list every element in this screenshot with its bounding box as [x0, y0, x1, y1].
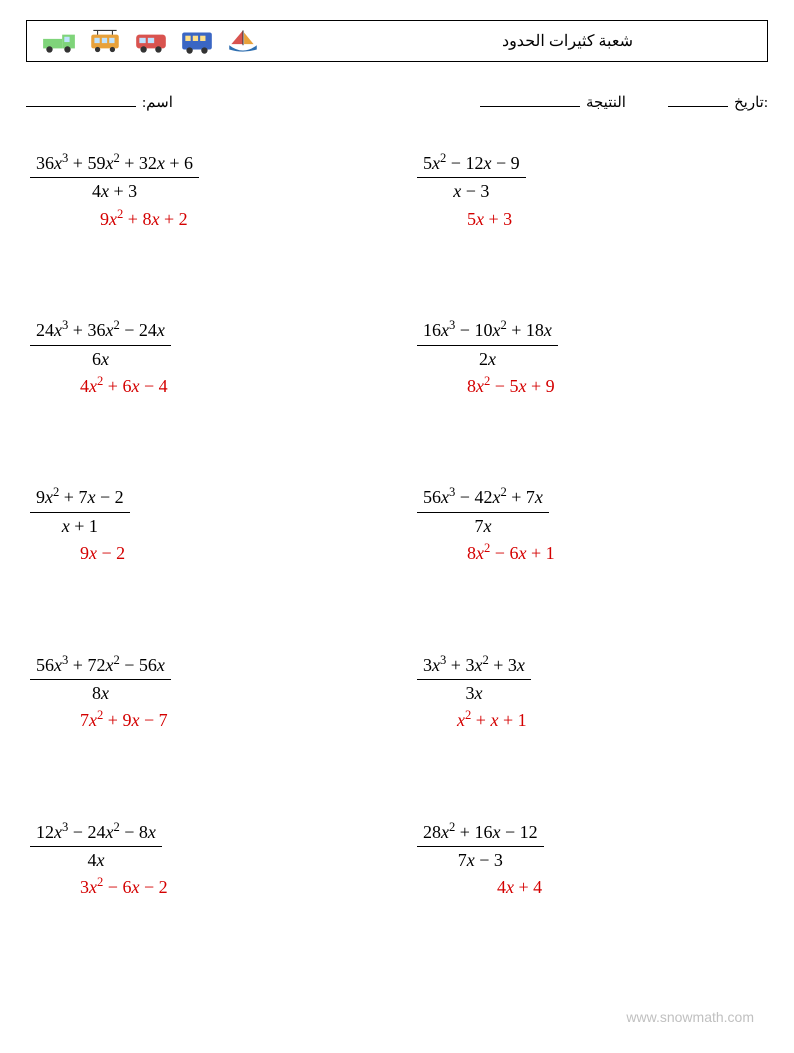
denominator: 4x	[30, 847, 162, 872]
problems-grid: 36x3 + 59x2 + 32x + 64x + 3 9x2 + 8x + 2 5…	[26, 152, 768, 900]
problem: 3x3 + 3x2 + 3x3x x2 + x + 1	[417, 654, 764, 733]
problem: 5x2 − 12x − 9x − 3 5x + 3	[417, 152, 764, 231]
fraction: 24x3 + 36x2 − 24x6x	[30, 319, 171, 371]
denominator: 3x	[417, 680, 531, 705]
fraction: 36x3 + 59x2 + 32x + 64x + 3	[30, 152, 199, 204]
fraction: 16x3 − 10x2 + 18x2x	[417, 319, 558, 371]
denominator: 7x − 3	[417, 847, 544, 872]
worksheet-page: شعبة كثيرات الحدود :تاريخ النتيجة اسم: 3…	[0, 0, 794, 1053]
problem: 12x3 − 24x2 − 8x4x 3x2 − 6x − 2	[30, 821, 377, 900]
bus-icon	[179, 28, 215, 54]
numerator: 12x3 − 24x2 − 8x	[30, 821, 162, 847]
denominator: x + 1	[30, 513, 130, 538]
numerator: 28x2 + 16x − 12	[417, 821, 544, 847]
answer: 8x2 − 5x + 9	[417, 375, 764, 398]
name-label: اسم:	[142, 93, 173, 112]
answer: 7x2 + 9x − 7	[30, 709, 377, 732]
answer: 9x2 + 8x + 2	[30, 208, 377, 231]
numerator: 9x2 + 7x − 2	[30, 486, 130, 512]
problem: 28x2 + 16x − 127x − 3 4x + 4	[417, 821, 764, 900]
sailboat-icon	[225, 28, 261, 54]
info-name: اسم:	[26, 92, 173, 112]
denominator: 8x	[30, 680, 171, 705]
score-blank	[480, 92, 580, 107]
answer: 4x + 4	[417, 876, 764, 899]
numerator: 56x3 − 42x2 + 7x	[417, 486, 549, 512]
denominator: x − 3	[417, 178, 526, 203]
problem: 36x3 + 59x2 + 32x + 64x + 3 9x2 + 8x + 2	[30, 152, 377, 231]
answer: 9x − 2	[30, 542, 377, 565]
van-icon	[133, 28, 169, 54]
info-row: :تاريخ النتيجة اسم:	[26, 92, 768, 112]
answer: 8x2 − 6x + 1	[417, 542, 764, 565]
date-blank	[668, 92, 728, 107]
problem: 56x3 − 42x2 + 7x7x 8x2 − 6x + 1	[417, 486, 764, 565]
numerator: 36x3 + 59x2 + 32x + 6	[30, 152, 199, 178]
numerator: 3x3 + 3x2 + 3x	[417, 654, 531, 680]
info-date-score: :تاريخ النتيجة	[480, 92, 768, 112]
score-label: النتيجة	[586, 93, 626, 112]
fraction: 3x3 + 3x2 + 3x3x	[417, 654, 531, 706]
numerator: 16x3 − 10x2 + 18x	[417, 319, 558, 345]
answer: 4x2 + 6x − 4	[30, 375, 377, 398]
tram-icon	[87, 28, 123, 54]
numerator: 5x2 − 12x − 9	[417, 152, 526, 178]
name-blank	[26, 92, 136, 107]
fraction: 28x2 + 16x − 127x − 3	[417, 821, 544, 873]
answer: 3x2 − 6x − 2	[30, 876, 377, 899]
header-box: شعبة كثيرات الحدود	[26, 20, 768, 62]
truck-icon	[41, 28, 77, 54]
header-icons	[41, 28, 261, 54]
denominator: 7x	[417, 513, 549, 538]
denominator: 4x + 3	[30, 178, 199, 203]
numerator: 24x3 + 36x2 − 24x	[30, 319, 171, 345]
footer-url: www.snowmath.com	[626, 1009, 754, 1025]
answer: 5x + 3	[417, 208, 764, 231]
denominator: 2x	[417, 346, 558, 371]
problem: 16x3 − 10x2 + 18x2x 8x2 − 5x + 9	[417, 319, 764, 398]
numerator: 56x3 + 72x2 − 56x	[30, 654, 171, 680]
answer: x2 + x + 1	[417, 709, 764, 732]
fraction: 12x3 − 24x2 − 8x4x	[30, 821, 162, 873]
fraction: 9x2 + 7x − 2x + 1	[30, 486, 130, 538]
problem: 9x2 + 7x − 2x + 1 9x − 2	[30, 486, 377, 565]
fraction: 56x3 + 72x2 − 56x8x	[30, 654, 171, 706]
fraction: 5x2 − 12x − 9x − 3	[417, 152, 526, 204]
fraction: 56x3 − 42x2 + 7x7x	[417, 486, 549, 538]
date-label: :تاريخ	[734, 93, 768, 112]
worksheet-title: شعبة كثيرات الحدود	[502, 31, 753, 51]
denominator: 6x	[30, 346, 171, 371]
problem: 56x3 + 72x2 − 56x8x 7x2 + 9x − 7	[30, 654, 377, 733]
problem: 24x3 + 36x2 − 24x6x 4x2 + 6x − 4	[30, 319, 377, 398]
